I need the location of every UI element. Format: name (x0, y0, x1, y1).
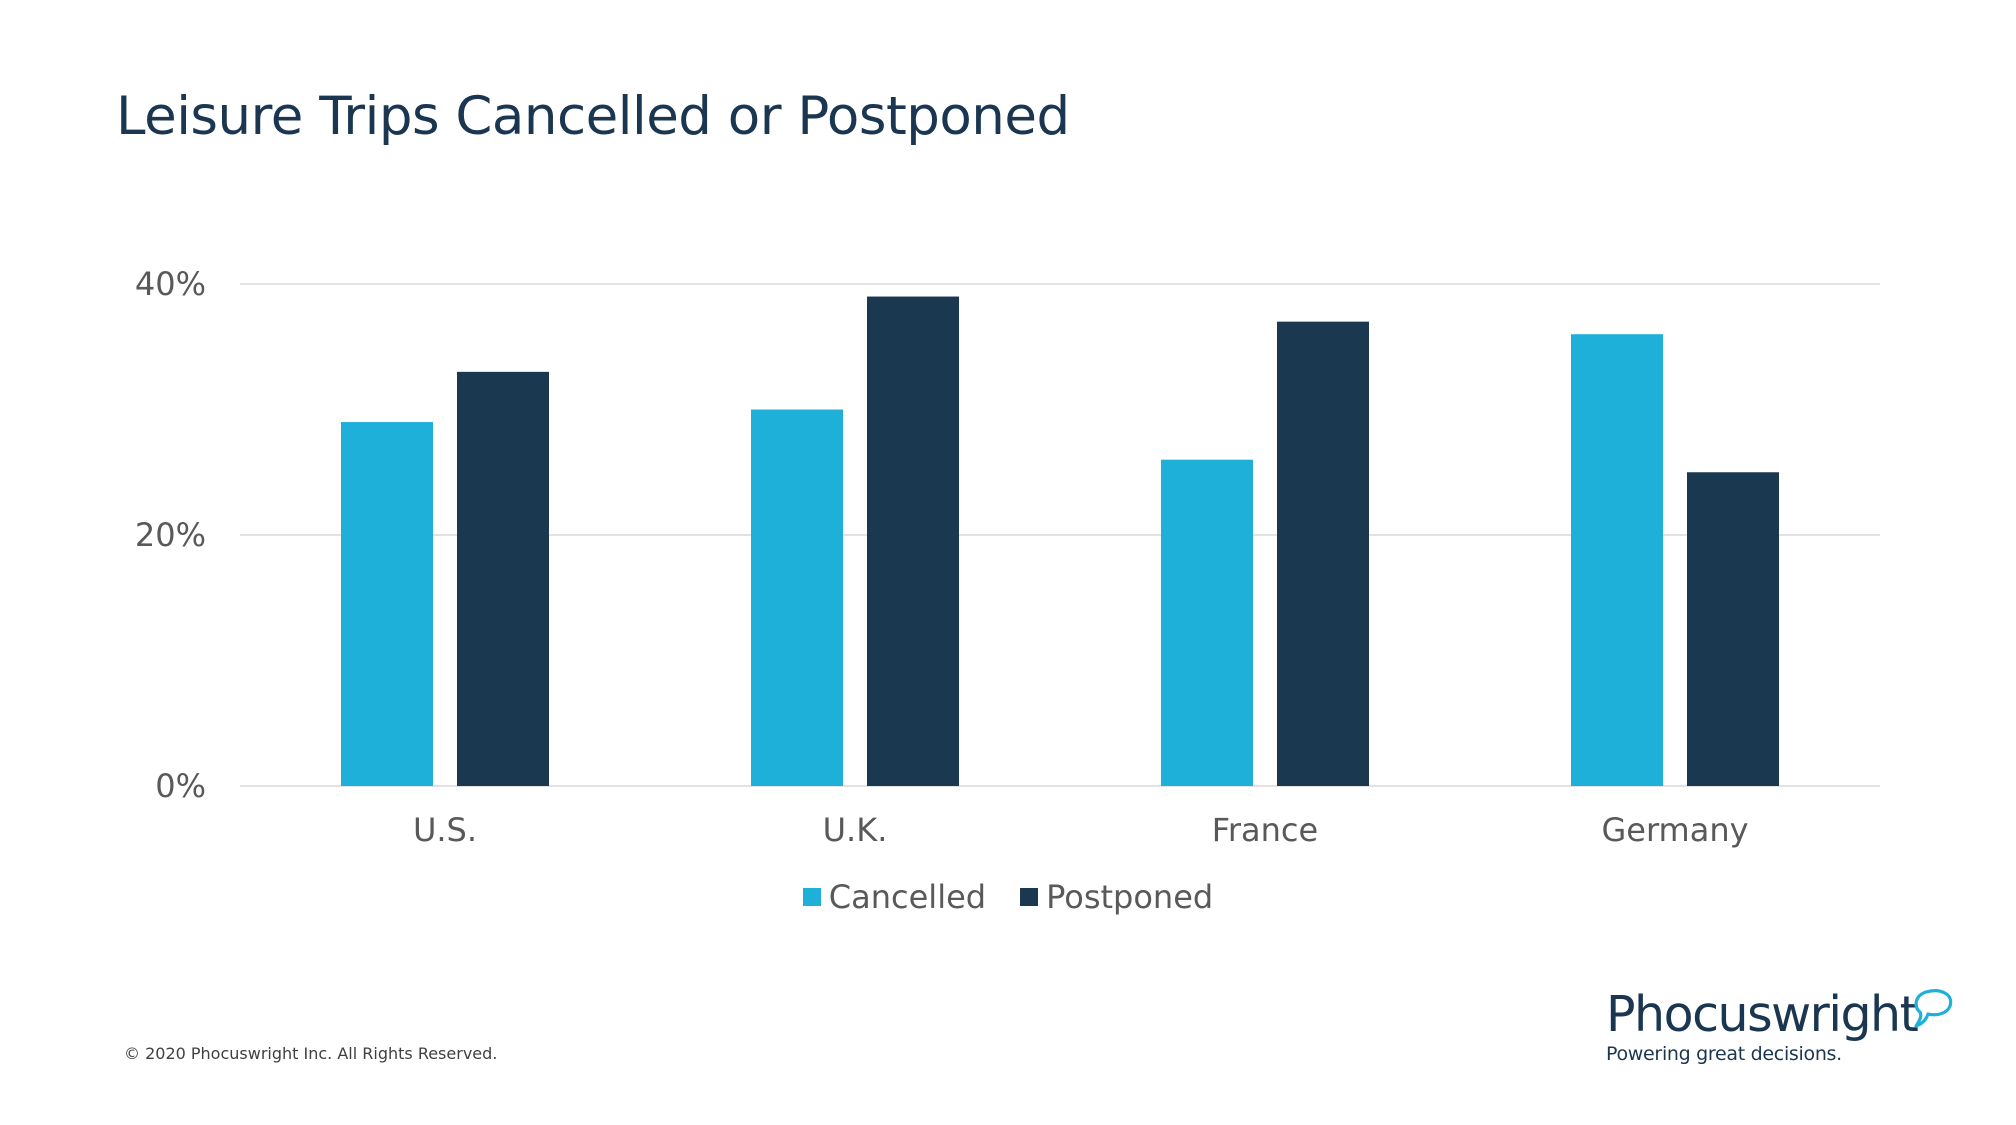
bar-postponed-germany (1687, 472, 1779, 786)
bar-cancelled-france (1161, 459, 1253, 786)
brand-logo: Phocuswright Powering great decisions. (1606, 986, 1953, 1065)
x-tick-label: U.K. (823, 811, 888, 849)
bar-cancelled-germany (1571, 334, 1663, 786)
bars (341, 296, 1779, 786)
x-tick-label: U.S. (413, 811, 477, 849)
y-tick-label: 40% (135, 265, 206, 303)
legend-swatch-cancelled (802, 888, 821, 906)
x-tick-label: France (1212, 811, 1318, 849)
x-axis-ticks: U.S. U.K. France Germany (413, 811, 1749, 849)
legend-item-postponed: Postponed (1020, 878, 1213, 916)
legend-label-postponed: Postponed (1046, 878, 1214, 916)
legend-item-cancelled: Cancelled (802, 878, 987, 916)
bar-postponed-us (457, 371, 549, 786)
speech-bubble-icon (1914, 989, 1953, 1028)
y-tick-label: 20% (135, 516, 206, 554)
chart-title: Leisure Trips Cancelled or Postponed (116, 86, 1070, 147)
bar-cancelled-us (341, 422, 433, 786)
bar-postponed-france (1277, 321, 1369, 786)
copyright-notice: © 2020 Phocuswright Inc. All Rights Rese… (124, 1044, 498, 1063)
y-axis-ticks: 0% 20% 40% (135, 265, 206, 805)
brand-name: Phocuswright (1606, 986, 1919, 1043)
legend: Cancelled Postponed (0, 878, 2016, 916)
x-tick-label: Germany (1601, 811, 1748, 849)
bar-postponed-uk (867, 296, 959, 786)
y-tick-label: 0% (155, 767, 206, 805)
bar-cancelled-uk (751, 409, 843, 786)
brand-tagline: Powering great decisions. (1606, 1043, 1842, 1065)
legend-swatch-postponed (1020, 888, 1039, 906)
bar-chart: 0% 20% 40% U.S. U.K. France Germany (135, 265, 1880, 849)
legend-label-cancelled: Cancelled (828, 878, 987, 916)
